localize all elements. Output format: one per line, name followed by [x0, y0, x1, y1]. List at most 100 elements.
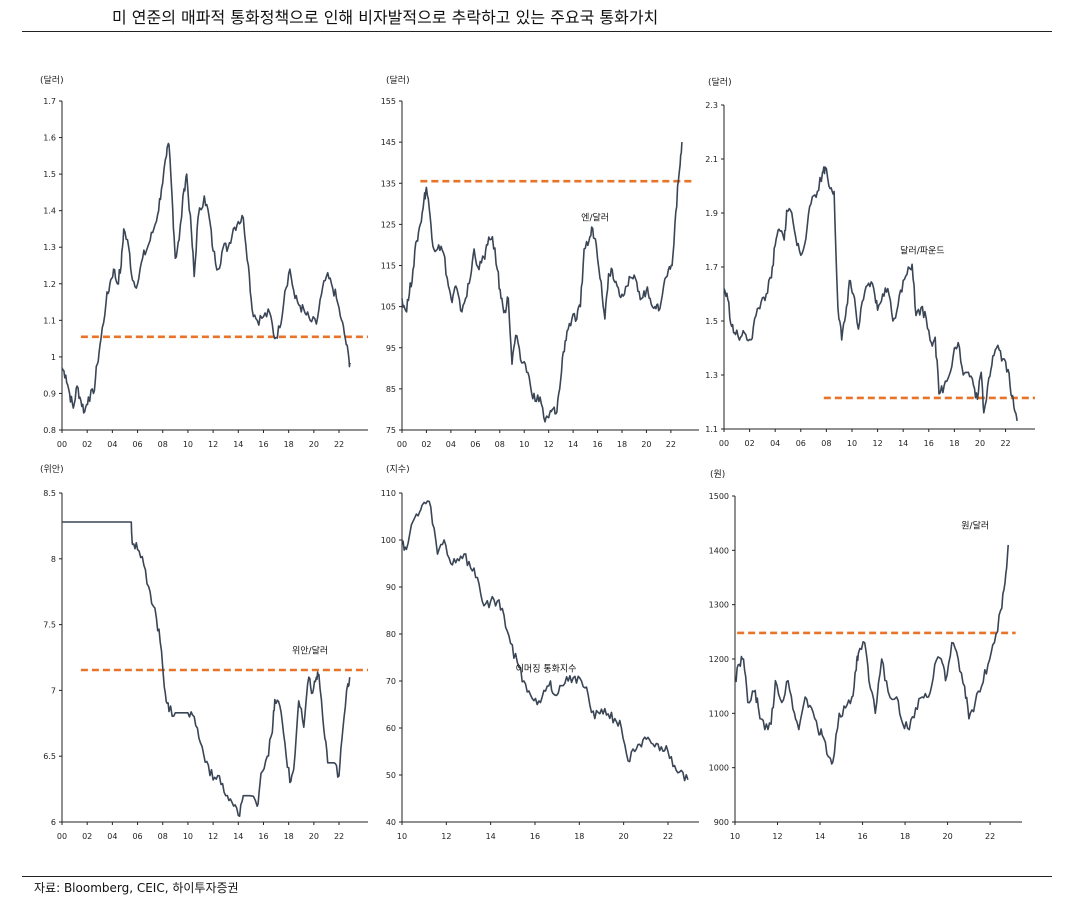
- y-unit-label: (달러): [386, 74, 410, 86]
- y-tick-label: 135: [381, 179, 396, 188]
- y-tick-label: 6: [51, 818, 56, 827]
- y-tick-label: 1200: [709, 655, 729, 664]
- x-tick-label: 22: [985, 832, 995, 841]
- x-tick-label: 16: [258, 832, 268, 841]
- x-tick-label: 04: [446, 440, 456, 449]
- x-tick-label: 10: [183, 832, 193, 841]
- x-tick-label: 16: [924, 439, 934, 448]
- x-tick-label: 02: [82, 440, 92, 449]
- x-tick-label: 10: [519, 440, 529, 449]
- y-tick-label: 125: [381, 220, 396, 229]
- y-tick-label: 1500: [709, 492, 729, 501]
- x-tick-label: 20: [942, 832, 952, 841]
- y-tick-label: 2.3: [705, 101, 718, 110]
- y-tick-label: 1.4: [43, 207, 56, 216]
- y-tick-label: 155: [381, 97, 396, 106]
- x-tick-label: 12: [441, 832, 451, 841]
- y-tick-label: 1.3: [43, 243, 56, 252]
- y-tick-label: 1: [51, 353, 56, 362]
- y-unit-label: (지수): [386, 464, 410, 475]
- y-tick-label: 1300: [709, 601, 729, 610]
- x-tick-label: 18: [617, 440, 627, 449]
- x-tick-label: 02: [745, 439, 755, 448]
- series-line: [61, 142, 352, 414]
- page-title: 미 연준의 매파적 통화정책으로 인해 비자발적으로 추락하고 있는 주요국 통…: [112, 8, 659, 27]
- x-tick-label: 00: [57, 832, 67, 841]
- series-annotation: 원/달러: [961, 520, 989, 532]
- y-unit-label: (위안): [40, 464, 64, 475]
- y-tick-label: 90: [386, 583, 396, 592]
- y-tick-label: 1.6: [43, 134, 56, 143]
- x-tick-label: 00: [57, 440, 67, 449]
- y-tick-label: 1.1: [705, 425, 718, 434]
- x-tick-label: 20: [619, 832, 629, 841]
- x-tick-label: 14: [898, 439, 908, 448]
- y-tick-label: 1.5: [705, 317, 718, 326]
- y-tick-label: 8.5: [43, 489, 56, 498]
- y-tick-label: 1.9: [705, 209, 718, 218]
- y-tick-label: 2.1: [705, 155, 718, 164]
- x-tick-label: 16: [530, 832, 540, 841]
- x-tick-label: 20: [641, 440, 651, 449]
- footer-rule: [22, 876, 1052, 877]
- x-tick-label: 14: [233, 832, 243, 841]
- series-annotation: 달러/파운드: [900, 245, 944, 257]
- y-tick-label: 80: [386, 630, 396, 639]
- x-tick-label: 18: [284, 832, 294, 841]
- header-rule: [22, 31, 1052, 32]
- x-tick-label: 18: [284, 440, 294, 449]
- x-tick-label: 18: [949, 439, 959, 448]
- x-tick-label: 20: [975, 439, 985, 448]
- x-tick-label: 08: [821, 439, 831, 448]
- x-tick-label: 14: [233, 440, 243, 449]
- y-tick-label: 0.8: [43, 426, 56, 435]
- y-tick-label: 1400: [709, 546, 729, 555]
- x-tick-label: 10: [183, 440, 193, 449]
- x-tick-label: 22: [666, 440, 676, 449]
- y-tick-label: 50: [386, 771, 396, 780]
- y-tick-label: 1100: [709, 709, 729, 718]
- y-tick-label: 105: [381, 303, 396, 312]
- y-tick-label: 7: [51, 686, 56, 695]
- y-tick-label: 900: [714, 818, 729, 827]
- x-tick-label: 16: [258, 440, 268, 449]
- x-tick-label: 22: [334, 832, 344, 841]
- x-tick-label: 08: [158, 440, 168, 449]
- y-tick-label: 145: [381, 138, 396, 147]
- y-tick-label: 1.1: [43, 316, 56, 325]
- y-tick-label: 95: [386, 344, 396, 353]
- y-tick-label: 75: [386, 426, 396, 435]
- x-tick-label: 22: [663, 832, 673, 841]
- x-tick-label: 12: [208, 832, 218, 841]
- x-tick-label: 14: [815, 832, 825, 841]
- y-tick-label: 1000: [709, 764, 729, 773]
- y-unit-label: (원): [710, 469, 725, 480]
- x-tick-label: 02: [421, 440, 431, 449]
- x-tick-label: 16: [592, 440, 602, 449]
- x-tick-label: 18: [574, 832, 584, 841]
- y-unit-label: (달러): [708, 76, 732, 88]
- series-line: [401, 500, 689, 782]
- y-tick-label: 1.7: [705, 263, 718, 272]
- x-tick-label: 18: [900, 832, 910, 841]
- y-tick-label: 1.5: [43, 170, 56, 179]
- x-tick-label: 12: [208, 440, 218, 449]
- series-line: [401, 142, 683, 423]
- x-tick-label: 20: [309, 832, 319, 841]
- y-tick-label: 1.7: [43, 97, 56, 106]
- y-tick-label: 115: [381, 262, 396, 271]
- y-tick-label: 6.5: [43, 752, 56, 761]
- x-tick-label: 22: [1000, 439, 1010, 448]
- y-tick-label: 0.9: [43, 389, 56, 398]
- x-tick-label: 12: [872, 439, 882, 448]
- series-annotation: 위안/달러: [292, 645, 328, 657]
- x-tick-label: 06: [470, 440, 480, 449]
- y-tick-label: 7.5: [43, 621, 56, 630]
- x-tick-label: 14: [568, 440, 578, 449]
